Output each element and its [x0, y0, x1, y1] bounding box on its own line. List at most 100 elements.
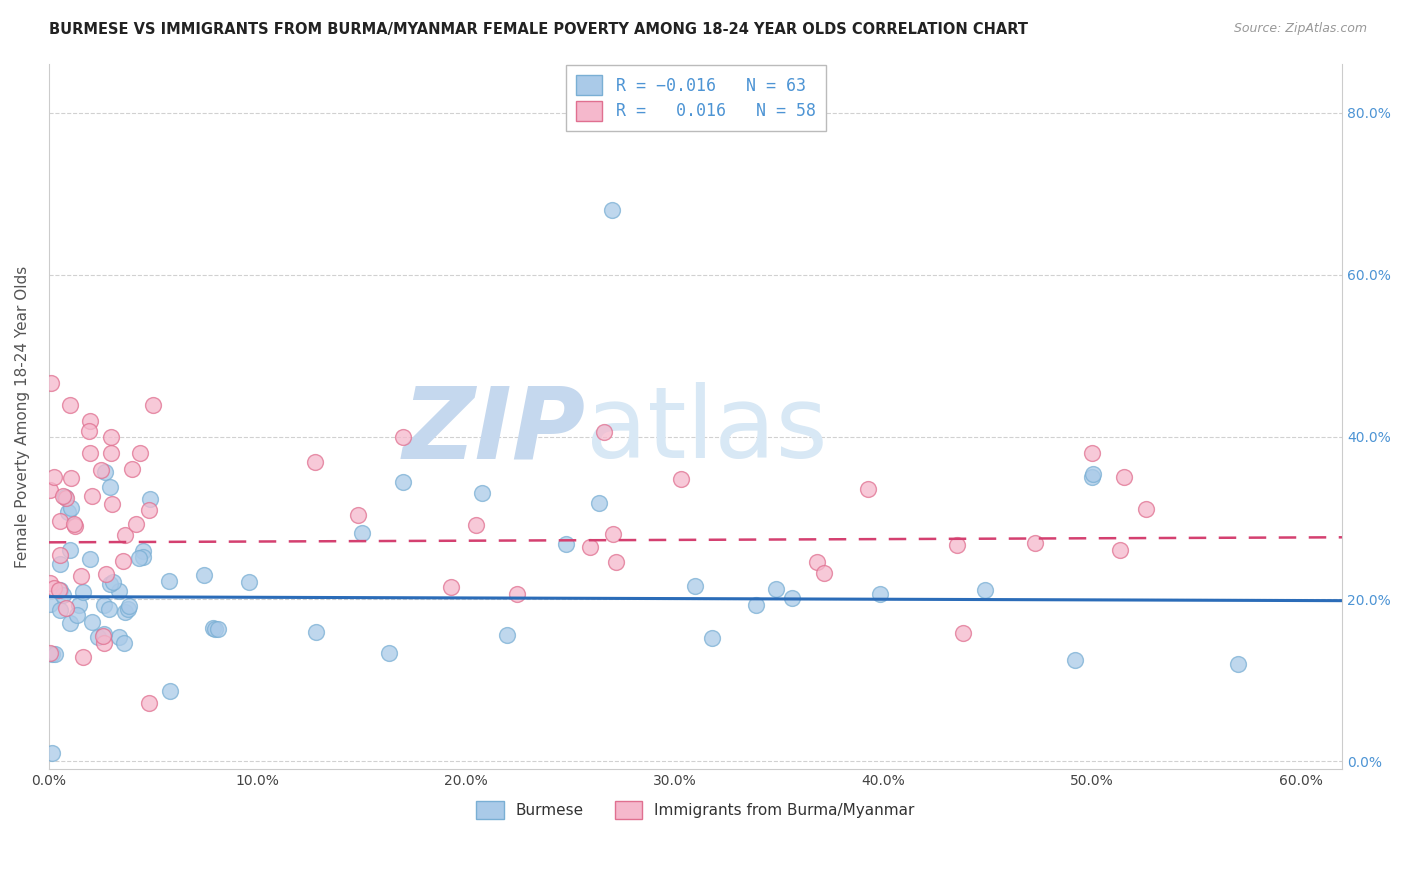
Point	[108, 630, 131, 644]
Point	[1064, 653, 1087, 667]
Point	[780, 591, 803, 605]
Text: ZIP: ZIP	[402, 383, 585, 479]
Point	[1135, 502, 1157, 516]
Point	[496, 628, 519, 642]
Point	[114, 528, 136, 542]
Point	[42, 469, 65, 483]
Point	[82, 489, 104, 503]
Point	[117, 599, 139, 613]
Point	[600, 202, 623, 217]
Point	[48, 557, 70, 571]
Point	[59, 543, 82, 558]
Point	[305, 624, 328, 639]
Point	[142, 398, 165, 412]
Point	[1226, 657, 1249, 671]
Point	[52, 589, 75, 603]
Point	[55, 490, 77, 504]
Point	[856, 482, 879, 496]
Point	[304, 455, 326, 469]
Point	[352, 526, 374, 541]
Point	[117, 602, 139, 616]
Point	[346, 508, 368, 522]
Point	[128, 446, 150, 460]
Point	[58, 505, 80, 519]
Point	[72, 650, 94, 665]
Point	[138, 503, 160, 517]
Point	[869, 587, 891, 601]
Point	[125, 517, 148, 532]
Point	[378, 646, 401, 660]
Point	[139, 491, 162, 506]
Point	[392, 475, 415, 489]
Point	[555, 537, 578, 551]
Point	[1081, 467, 1104, 481]
Point	[1024, 536, 1046, 550]
Point	[55, 600, 77, 615]
Point	[93, 636, 115, 650]
Point	[100, 430, 122, 444]
Point	[94, 567, 117, 582]
Point	[157, 574, 180, 588]
Point	[471, 485, 494, 500]
Point	[813, 566, 835, 581]
Point	[207, 623, 229, 637]
Point	[44, 647, 66, 661]
Point	[193, 567, 215, 582]
Point	[1112, 470, 1135, 484]
Point	[685, 579, 707, 593]
Point	[59, 398, 82, 412]
Point	[44, 582, 66, 596]
Point	[1081, 470, 1104, 484]
Point	[201, 621, 224, 635]
Point	[100, 497, 122, 511]
Point	[90, 463, 112, 477]
Point	[79, 552, 101, 566]
Point	[111, 554, 134, 568]
Point	[392, 430, 415, 444]
Point	[506, 587, 529, 601]
Point	[41, 647, 63, 661]
Point	[72, 584, 94, 599]
Text: atlas: atlas	[585, 383, 827, 479]
Point	[79, 446, 101, 460]
Point	[98, 480, 121, 494]
Point	[121, 462, 143, 476]
Point	[93, 627, 115, 641]
Text: BURMESE VS IMMIGRANTS FROM BURMA/MYANMAR FEMALE POVERTY AMONG 18-24 YEAR OLDS CO: BURMESE VS IMMIGRANTS FROM BURMA/MYANMAR…	[49, 22, 1028, 37]
Point	[93, 598, 115, 612]
Point	[98, 576, 121, 591]
Point	[945, 538, 967, 552]
Point	[108, 583, 131, 598]
Point	[63, 519, 86, 533]
Point	[48, 514, 70, 528]
Point	[114, 605, 136, 619]
Point	[48, 548, 70, 562]
Point	[593, 425, 616, 440]
Point	[605, 556, 627, 570]
Point	[77, 425, 100, 439]
Point	[55, 491, 77, 506]
Point	[87, 631, 110, 645]
Point	[128, 550, 150, 565]
Point	[464, 518, 486, 533]
Point	[745, 598, 768, 612]
Point	[49, 583, 72, 598]
Point	[602, 527, 624, 541]
Point	[101, 574, 124, 589]
Point	[62, 516, 84, 531]
Legend: Burmese, Immigrants from Burma/Myanmar: Burmese, Immigrants from Burma/Myanmar	[470, 796, 921, 825]
Point	[79, 414, 101, 428]
Point	[579, 541, 602, 555]
Point	[39, 376, 62, 390]
Point	[588, 496, 610, 510]
Point	[765, 582, 787, 596]
Point	[97, 602, 120, 616]
Point	[70, 569, 93, 583]
Point	[952, 626, 974, 640]
Point	[238, 575, 260, 590]
Point	[59, 471, 82, 485]
Point	[131, 543, 153, 558]
Point	[806, 555, 828, 569]
Point	[82, 615, 104, 629]
Point	[38, 646, 60, 660]
